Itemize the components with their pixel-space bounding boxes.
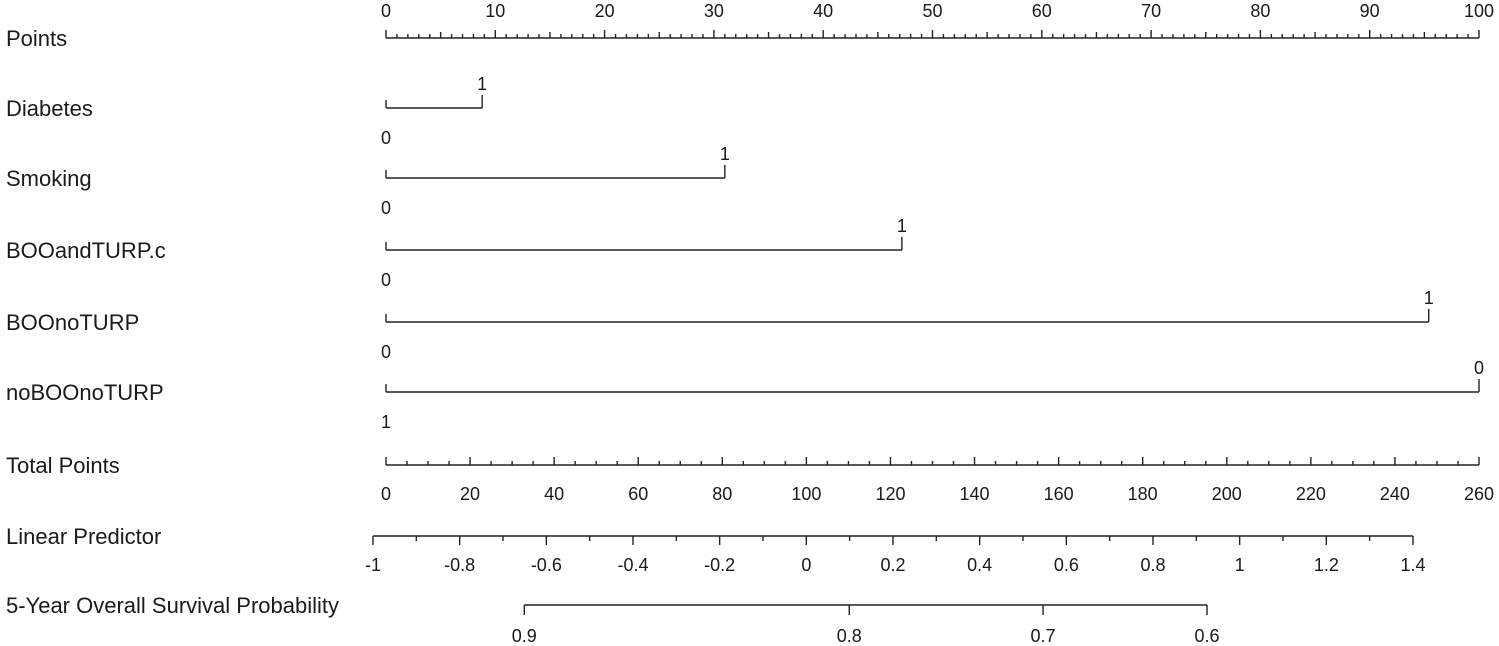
survival-tick-label: 0.9 xyxy=(512,626,537,646)
linear-predictor-tick-label: 0.8 xyxy=(1140,555,1165,575)
survival-tick-label: 0.8 xyxy=(837,626,862,646)
linear-predictor-tick-label: -0.4 xyxy=(617,555,648,575)
total-points-tick-label: 20 xyxy=(460,484,480,504)
predictor-level-label: 1 xyxy=(381,412,391,432)
predictor-level-label: 0 xyxy=(1474,358,1484,378)
predictor-level-label: 0 xyxy=(381,198,391,218)
points-tick-label: 80 xyxy=(1250,1,1270,21)
linear-predictor-tick-label: 0.6 xyxy=(1054,555,1079,575)
linear-predictor-tick-label: -1 xyxy=(365,555,381,575)
total-points-tick-label: 100 xyxy=(791,484,821,504)
points-tick-label: 20 xyxy=(595,1,615,21)
row-labels: Points Diabetes Smoking BOOandTURP.c BOOnoTU… xyxy=(6,26,339,618)
total-points-tick-label: 240 xyxy=(1380,484,1410,504)
linear-predictor-tick-label: -0.2 xyxy=(704,555,735,575)
survival-tick-label: 0.7 xyxy=(1031,626,1056,646)
points-tick-label: 90 xyxy=(1360,1,1380,21)
predictor-label: BOOandTURP.c xyxy=(6,238,166,263)
points-tick-label: 50 xyxy=(922,1,942,21)
predictor-label: BOOnoTURP xyxy=(6,310,139,335)
points-tick-label: 30 xyxy=(704,1,724,21)
predictor-level-label: 1 xyxy=(1424,288,1434,308)
total-points-row-label: Total Points xyxy=(6,453,120,478)
linear-predictor-tick-label: 0.2 xyxy=(880,555,905,575)
linear-predictor-tick-label: 1.2 xyxy=(1314,555,1339,575)
points-tick-label: 100 xyxy=(1464,1,1494,21)
linear-predictor-tick-label: 0 xyxy=(801,555,811,575)
total-points-tick-label: 120 xyxy=(875,484,905,504)
survival-tick-label: 0.6 xyxy=(1194,626,1219,646)
points-tick-label: 40 xyxy=(813,1,833,21)
points-tick-label: 70 xyxy=(1141,1,1161,21)
predictor-level-label: 1 xyxy=(477,74,487,94)
predictor-label: Smoking xyxy=(6,166,92,191)
predictor-level-label: 0 xyxy=(381,342,391,362)
linear-predictor-tick-label: -0.8 xyxy=(444,555,475,575)
points-tick-label: 60 xyxy=(1032,1,1052,21)
predictor-level-label: 1 xyxy=(897,216,907,236)
linear-predictor-tick-label: 0.4 xyxy=(967,555,992,575)
total-points-tick-label: 160 xyxy=(1044,484,1074,504)
total-points-tick-label: 200 xyxy=(1212,484,1242,504)
total-points-tick-label: 140 xyxy=(960,484,990,504)
total-points-tick-label: 60 xyxy=(628,484,648,504)
points-tick-label: 10 xyxy=(485,1,505,21)
predictor-label: noBOOnoTURP xyxy=(6,380,164,405)
linear-predictor-row-label: Linear Predictor xyxy=(6,524,161,549)
predictor-level-label: 0 xyxy=(381,270,391,290)
predictor-level-label: 1 xyxy=(720,144,730,164)
linear-predictor-tick-label: 1.4 xyxy=(1400,555,1425,575)
total-points-tick-label: 260 xyxy=(1464,484,1494,504)
points-row-label: Points xyxy=(6,26,67,51)
total-points-tick-label: 220 xyxy=(1296,484,1326,504)
predictor-label: Diabetes xyxy=(6,96,93,121)
survival-row-label: 5-Year Overall Survival Probability xyxy=(6,593,339,618)
linear-predictor-tick-label: -0.6 xyxy=(531,555,562,575)
linear-predictor-tick-label: 1 xyxy=(1235,555,1245,575)
total-points-tick-label: 180 xyxy=(1128,484,1158,504)
total-points-tick-label: 0 xyxy=(381,484,391,504)
total-points-tick-label: 40 xyxy=(544,484,564,504)
points-tick-label: 0 xyxy=(381,1,391,21)
predictor-level-label: 0 xyxy=(381,128,391,148)
total-points-tick-label: 80 xyxy=(712,484,732,504)
